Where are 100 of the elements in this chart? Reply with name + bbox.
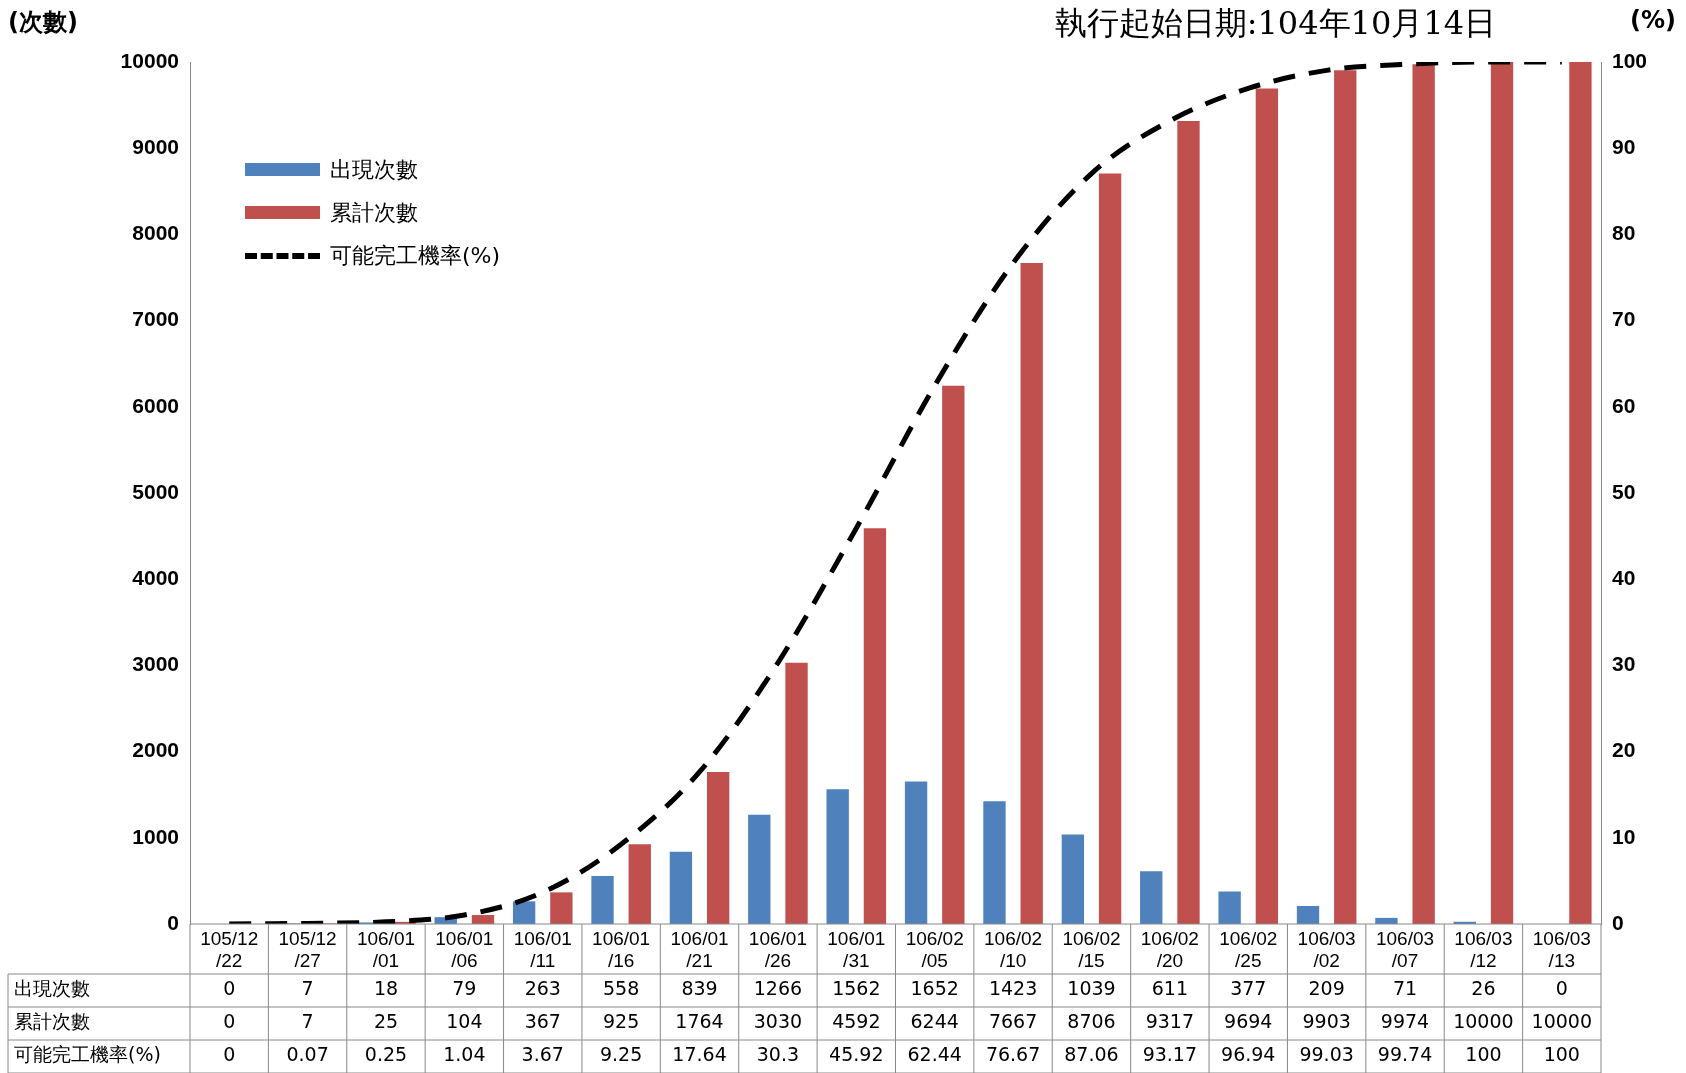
data-label: 9694: [1224, 1010, 1273, 1033]
data-label: 76.67: [985, 1043, 1041, 1066]
data-label: 7667: [988, 1010, 1038, 1033]
y-axis-title: (次數): [8, 7, 78, 38]
y-tick-label: 4000: [132, 566, 179, 589]
x-tick-label: 106/01/31: [827, 927, 886, 972]
x-tick-label: 106/01/06: [435, 927, 494, 972]
data-label: 1652: [910, 977, 959, 1000]
data-label: 1764: [675, 1010, 724, 1033]
y2-tick-label: 30: [1612, 652, 1636, 676]
x-tick-label: 105/12/27: [278, 927, 337, 972]
x-tick-label: 106/03/13: [1532, 927, 1591, 972]
data-label: 4592: [832, 1010, 881, 1033]
data-label: 9974: [1380, 1010, 1430, 1033]
data-label: 18: [373, 977, 399, 1000]
data-label: 104: [446, 1010, 483, 1033]
data-label: 79: [452, 977, 477, 1000]
data-label: 7: [301, 977, 314, 1000]
x-tick-label: 106/02/25: [1219, 927, 1278, 972]
text: 累計次數: [14, 1010, 90, 1033]
data-label: 25: [373, 1010, 399, 1033]
y2-tick-label: 80: [1612, 221, 1636, 245]
y-tick-label: 10000: [120, 48, 179, 72]
data-label: 6244: [910, 1010, 959, 1033]
y2-tick-label: 100: [1612, 48, 1648, 72]
y2-axis-title: (%): [1630, 6, 1676, 34]
y2-tick-label: 60: [1612, 393, 1636, 417]
data-label: 0: [223, 1010, 236, 1033]
y-tick-label: 7000: [132, 307, 179, 331]
y-tick-label: 6000: [132, 393, 179, 417]
y-tick-label: 3000: [132, 652, 179, 676]
data-label: 9317: [1145, 1010, 1195, 1033]
x-tick-label: 106/03/12: [1454, 927, 1513, 972]
data-label: 558: [603, 977, 640, 1000]
data-label: 377: [1230, 977, 1267, 1000]
y2-tick-label: 40: [1612, 566, 1636, 589]
data-label: 87.06: [1064, 1043, 1119, 1066]
x-tick-label: 106/01/21: [670, 927, 729, 972]
data-label: 3.67: [521, 1043, 564, 1066]
data-label: 611: [1151, 977, 1188, 1000]
data-label: 1562: [832, 977, 881, 1000]
data-label: 99.03: [1299, 1043, 1354, 1066]
data-label: 71: [1392, 977, 1418, 1000]
y2-tick-label: 90: [1612, 135, 1636, 158]
y-tick-label: 9000: [132, 135, 179, 158]
x-tick-label: 106/02/20: [1140, 927, 1199, 972]
data-label: 263: [524, 977, 561, 1000]
y-tick-label: 2000: [132, 738, 179, 762]
data-label: 367: [524, 1010, 561, 1033]
data-label: 9903: [1302, 1010, 1351, 1033]
y2-tick-label: 50: [1612, 479, 1636, 503]
data-label: 93.17: [1142, 1043, 1198, 1066]
data-label: 10000: [1453, 1010, 1514, 1033]
data-label: 7: [301, 1010, 314, 1033]
x-tick-label: 106/02/05: [905, 927, 964, 972]
y2-tick-label: 20: [1612, 738, 1636, 762]
data-label: 0.25: [364, 1043, 408, 1066]
x-tick-label: 106/02/10: [984, 927, 1043, 972]
x-tick-label: 106/02/15: [1062, 927, 1121, 972]
x-tick-label: 106/01/26: [748, 927, 807, 972]
y-tick-label: 0: [167, 910, 179, 934]
y2-tick-label: 0: [1612, 910, 1624, 934]
data-label: 209: [1308, 977, 1345, 1000]
data-label: 8706: [1067, 1010, 1116, 1033]
x-tick-label: 106/01/01: [356, 927, 416, 972]
data-label: 1.04: [443, 1043, 486, 1066]
data-label: 10000: [1531, 1010, 1593, 1033]
data-label: 26: [1471, 977, 1496, 1000]
data-label: 3030: [753, 1010, 803, 1033]
x-tick-label: 106/03/02: [1297, 927, 1356, 972]
data-label: 96.94: [1221, 1043, 1276, 1066]
legend-label: 累計次數: [330, 198, 418, 227]
data-label: 0: [223, 1043, 236, 1066]
legend-label: 可能完工機率(%): [330, 241, 501, 270]
text: 出現次數: [14, 977, 90, 1000]
y-tick-label: 1000: [132, 824, 179, 848]
data-label: 62.44: [907, 1043, 962, 1066]
chart-title: 執行起始日期:104年10月14日: [1054, 3, 1496, 44]
data-label: 45.92: [829, 1043, 884, 1066]
data-label: 30.3: [756, 1043, 800, 1066]
data-label: 0: [223, 977, 236, 1000]
data-label: 1266: [753, 977, 803, 1000]
data-label: 0.07: [286, 1043, 329, 1066]
x-tick-label: 105/12/22: [200, 927, 259, 972]
y-tick-label: 5000: [132, 479, 179, 503]
text: 可能完工機率(%): [14, 1043, 161, 1066]
data-label: 9.25: [599, 1043, 643, 1066]
y2-tick-label: 10: [1612, 824, 1636, 848]
data-label: 925: [603, 1010, 640, 1033]
data-label: 839: [681, 977, 718, 1000]
data-label: 99.74: [1377, 1043, 1433, 1066]
data-label: 1039: [1067, 977, 1116, 1000]
data-label: 0: [1555, 977, 1568, 1000]
y2-tick-label: 70: [1612, 307, 1636, 331]
legend-label: 出現次數: [330, 155, 418, 184]
data-label: 100: [1465, 1043, 1502, 1066]
data-label: 100: [1543, 1043, 1580, 1066]
y-tick-label: 8000: [132, 221, 179, 245]
x-tick-label: 106/01/11: [513, 927, 572, 972]
x-tick-label: 106/03/07: [1375, 927, 1435, 972]
